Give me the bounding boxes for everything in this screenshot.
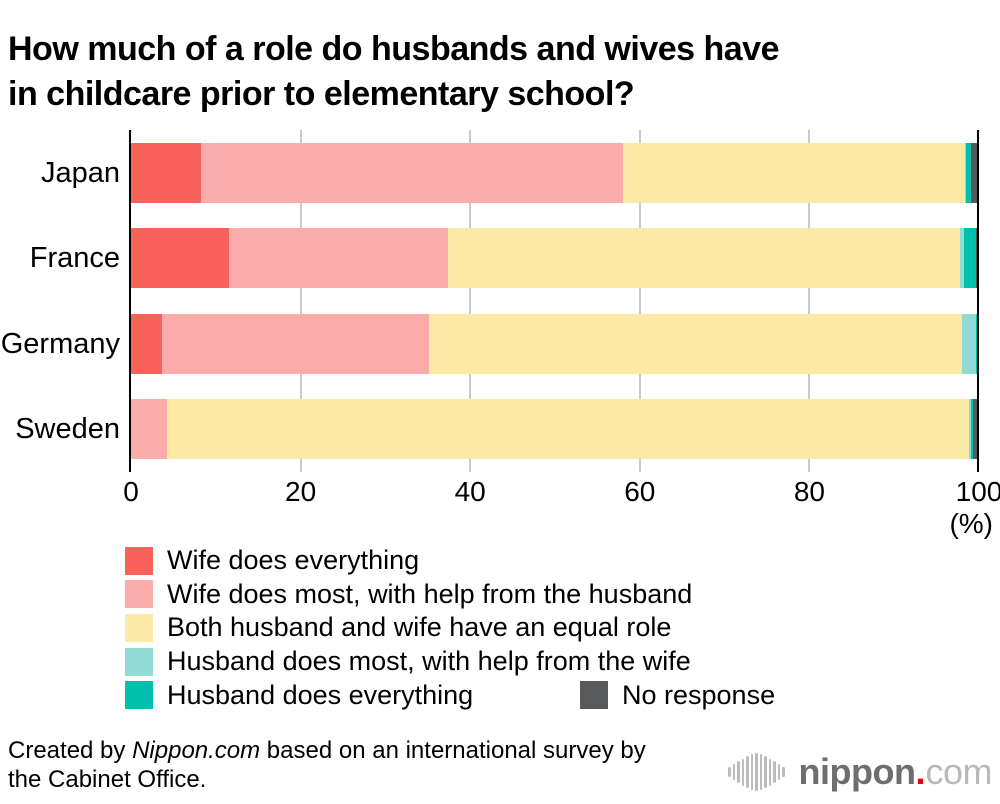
gridline-80	[808, 130, 811, 472]
gridline-60	[638, 130, 641, 472]
x-axis-unit-label: (%)	[949, 508, 993, 539]
category-label-japan: Japan	[40, 157, 120, 189]
legend-item: Husband does everything	[125, 680, 473, 711]
bar-segment	[971, 398, 974, 459]
x-tick-label-40: 40	[454, 476, 486, 507]
bar-segment	[966, 143, 972, 203]
gridline-40	[469, 130, 472, 472]
source-note: Created by Nippon.com based on an intern…	[8, 736, 728, 794]
bar-segment	[448, 228, 961, 289]
legend-row: Husband does everything No response	[125, 678, 985, 712]
gridline-20	[299, 130, 302, 472]
chart-legend: Wife does everything Wife does most, with…	[125, 544, 985, 712]
legend-label: Wife does most, with help from the husba…	[167, 578, 693, 609]
legend-swatch	[125, 681, 153, 710]
bar-segment	[167, 398, 969, 459]
bar-row-japan	[131, 143, 979, 203]
legend-swatch	[125, 580, 153, 609]
source-note-suffix: based on an international survey by the …	[8, 737, 646, 793]
x-tick-label-60: 60	[624, 476, 656, 507]
legend-swatch	[125, 647, 153, 676]
bar-segment	[975, 313, 979, 374]
legend-label: Wife does everything	[167, 545, 420, 576]
chart-title: How much of a role do husbands and wives…	[8, 29, 780, 113]
logo-word: nippon	[798, 751, 916, 792]
bar-segment	[960, 228, 964, 289]
category-label-sweden: Sweden	[15, 412, 120, 445]
legend-item: Both husband and wife have an equal role	[125, 612, 671, 643]
bar-segment	[131, 228, 230, 289]
bar-segment	[962, 313, 976, 374]
source-note-prefix: Created by	[8, 737, 133, 764]
legend-row: Wife does most, with help from the husba…	[125, 578, 985, 612]
source-note-brand: Nippon.com	[132, 737, 261, 764]
legend-swatch	[580, 681, 608, 710]
bar-segment	[963, 228, 976, 289]
bar-segment	[968, 398, 972, 459]
x-tick-label-20: 20	[285, 476, 317, 507]
nippon-logo-soundwave-icon	[728, 750, 787, 794]
category-label-germany: Germany	[0, 327, 120, 360]
bar-segment	[428, 313, 963, 374]
bar-segment	[131, 143, 201, 203]
legend-label: Husband does everything	[167, 679, 474, 710]
legend-swatch	[125, 546, 153, 575]
right-boundary-line	[977, 130, 979, 472]
bar-segment	[200, 143, 623, 203]
nippon-com-logo: nippon. com	[728, 748, 992, 796]
bar-segment	[622, 143, 965, 203]
logo-tld: com	[925, 751, 992, 792]
legend-row: Both husband and wife have an equal role	[125, 611, 985, 645]
legend-row: Wife does everything	[125, 544, 985, 578]
bar-segment	[131, 313, 163, 374]
logo-dot: .	[915, 751, 926, 792]
x-tick-label-80: 80	[793, 476, 825, 507]
legend-label: Husband does most, with help from the wi…	[167, 646, 691, 677]
y-axis-line	[129, 130, 131, 472]
bar-segment	[973, 398, 979, 459]
bar-segment	[229, 228, 449, 289]
bar-segment	[162, 313, 429, 374]
legend-row: Husband does most, with help from the wi…	[125, 645, 985, 679]
legend-item: Husband does most, with help from the wi…	[125, 646, 691, 677]
bar-segment	[131, 398, 168, 459]
legend-item: Wife does everything	[125, 545, 419, 576]
category-label-france: France	[29, 242, 120, 275]
x-tick-label-0: 0	[123, 476, 139, 507]
legend-item: No response	[580, 678, 775, 712]
bar-segment	[964, 143, 967, 203]
bar-row-france	[131, 228, 979, 289]
bar-row-germany	[131, 313, 979, 374]
x-tick-label-100: 100	[955, 476, 1000, 507]
bar-row-sweden	[131, 398, 979, 459]
legend-label: No response	[622, 679, 776, 710]
legend-label: Both husband and wife have an equal role	[167, 612, 672, 643]
bar-segment	[971, 143, 979, 203]
legend-swatch	[125, 613, 153, 642]
legend-item: Wife does most, with help from the husba…	[125, 579, 692, 610]
